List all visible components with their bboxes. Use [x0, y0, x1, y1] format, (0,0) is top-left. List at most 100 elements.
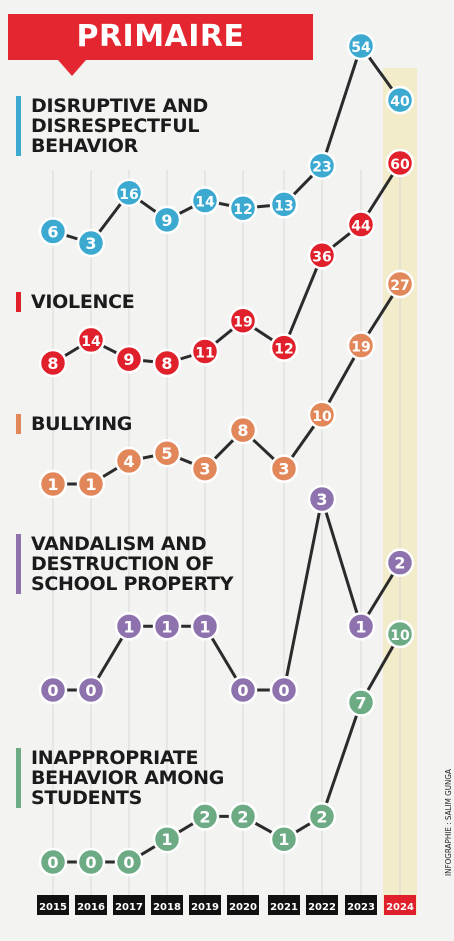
data-label-1-2023: 44 — [351, 219, 371, 235]
point-1-2021 — [269, 333, 299, 362]
point-2-2022 — [307, 400, 337, 430]
data-label-3-2022: 3 — [316, 490, 327, 509]
point-2-2015 — [38, 469, 68, 499]
data-label-4-2019: 2 — [199, 807, 210, 826]
point-3-2017 — [114, 612, 144, 641]
point-2-2016 — [76, 469, 106, 499]
point-3-2016 — [76, 675, 106, 705]
point-1-2023 — [346, 210, 376, 239]
point-3-2023 — [346, 612, 376, 641]
legend-violence: VIOLENCE — [16, 292, 135, 312]
point-2-2018 — [152, 438, 182, 468]
series-line-2 — [53, 283, 402, 486]
series-line-3 — [53, 497, 402, 692]
point-2-2021 — [269, 454, 299, 483]
data-label-4-2022: 2 — [316, 807, 327, 826]
data-label-2-2018: 5 — [161, 444, 172, 463]
data-label-1-2015: 8 — [47, 354, 58, 373]
data-label-4-2018: 1 — [161, 830, 172, 849]
banner-pointer — [58, 60, 86, 76]
data-label-4-2016: 0 — [85, 853, 96, 872]
data-label-4-2023: 7 — [355, 693, 366, 712]
point-2-2023 — [346, 331, 376, 360]
point-1-2017 — [114, 344, 144, 374]
tick-bg-2018 — [151, 895, 183, 915]
tick-bg-2019 — [189, 895, 221, 915]
credit-text: INFOGRAPHIE : SALIM GUNGA — [444, 769, 453, 876]
tick-bg-2022 — [306, 895, 338, 915]
point-1-2020 — [228, 306, 258, 335]
data-label-2-2021: 3 — [278, 460, 289, 479]
point-4-2020 — [228, 802, 258, 831]
point-2-2024 — [385, 269, 415, 299]
tick-bg-2016 — [75, 895, 107, 915]
point-0-2016 — [76, 228, 106, 258]
point-2-2020 — [228, 415, 258, 445]
tick-label-2020: 2020 — [229, 902, 257, 913]
data-label-3-2018: 1 — [161, 617, 172, 636]
data-label-0-2019: 14 — [195, 195, 215, 211]
series-line-1 — [52, 162, 402, 365]
data-label-4-2020: 2 — [237, 807, 248, 826]
data-label-0-2018: 9 — [161, 211, 172, 230]
point-3-2019 — [190, 612, 220, 641]
legend-disruptive-behavior: DISRUPTIVE AND DISRESPECTFUL BEHAVIOR — [16, 96, 208, 156]
series-line-0 — [52, 44, 402, 245]
data-label-0-2023: 54 — [351, 40, 371, 56]
data-label-1-2021: 12 — [274, 342, 293, 358]
data-label-2-2024: 27 — [390, 278, 409, 294]
data-label-2-2023: 19 — [351, 340, 370, 356]
tick-label-2023: 2023 — [347, 902, 375, 913]
point-0-2015 — [38, 217, 68, 246]
point-4-2015 — [38, 847, 68, 877]
legend-bullying: BULLYING — [16, 414, 132, 434]
point-4-2023 — [346, 688, 376, 717]
point-1-2019 — [190, 337, 220, 366]
data-label-2-2019: 3 — [199, 460, 210, 479]
data-label-0-2016: 3 — [85, 234, 96, 253]
tick-label-2018: 2018 — [153, 902, 181, 913]
tick-bg-2023 — [345, 895, 377, 915]
tick-label-2016: 2016 — [77, 902, 105, 913]
data-label-1-2022: 36 — [312, 249, 331, 265]
legend-inappropriate-behavior: INAPPROPRIATE BEHAVIOR AMONG STUDENTS — [16, 748, 224, 808]
data-label-3-2024: 2 — [394, 554, 405, 573]
data-label-3-2020: 0 — [237, 681, 248, 700]
point-4-2021 — [269, 824, 299, 854]
data-label-4-2021: 1 — [278, 830, 289, 849]
data-label-1-2024: 60 — [390, 157, 410, 173]
tick-bg-2017 — [113, 895, 145, 915]
data-label-1-2017: 9 — [123, 350, 134, 369]
data-label-4-2024: 10 — [390, 628, 410, 644]
tick-label-2024: 2024 — [386, 902, 414, 913]
tick-label-2019: 2019 — [191, 902, 219, 913]
data-label-2-2017: 4 — [123, 452, 134, 471]
data-label-3-2017: 1 — [123, 617, 134, 636]
data-label-1-2020: 19 — [233, 315, 252, 331]
data-label-4-2017: 0 — [123, 853, 134, 872]
data-label-2-2015: 1 — [47, 475, 58, 494]
point-4-2024 — [385, 619, 415, 649]
point-0-2022 — [307, 151, 337, 180]
point-4-2017 — [114, 847, 144, 877]
point-4-2016 — [76, 847, 106, 877]
point-3-2024 — [385, 548, 415, 577]
data-label-1-2016: 14 — [81, 334, 101, 350]
page-title: PRIMAIRE — [8, 14, 313, 60]
point-0-2017 — [114, 178, 144, 208]
data-label-1-2018: 8 — [161, 354, 172, 373]
point-0-2019 — [190, 186, 220, 215]
data-label-0-2015: 6 — [47, 222, 58, 241]
legend-vandalism: VANDALISM AND DESTRUCTION OF SCHOOL PROP… — [16, 534, 233, 594]
data-label-2-2016: 1 — [85, 475, 96, 494]
tick-label-2015: 2015 — [39, 902, 67, 913]
tick-bg-2024 — [384, 895, 416, 915]
point-1-2016 — [76, 325, 106, 355]
point-3-2022 — [307, 484, 337, 514]
point-0-2021 — [269, 190, 299, 219]
data-label-0-2021: 13 — [274, 198, 293, 214]
data-label-0-2020: 12 — [233, 202, 252, 218]
point-0-2024 — [385, 85, 415, 115]
